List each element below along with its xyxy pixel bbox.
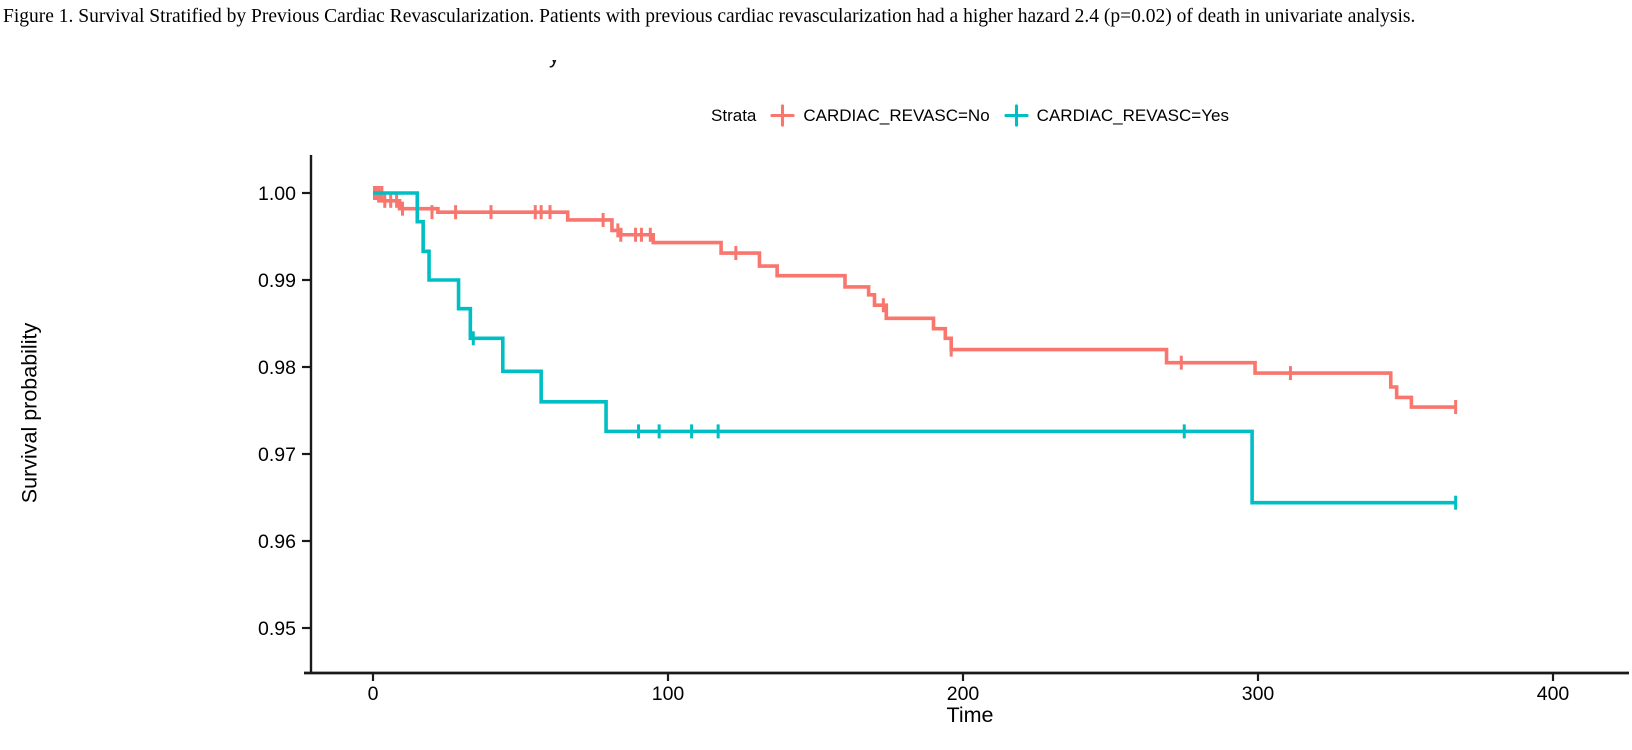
survival-step-line [373,191,1456,505]
legend-item-yes: CARDIAC_REVASC=Yes [1003,102,1229,129]
x-tick-label: 400 [1537,683,1570,705]
km-curve-CARDIAC_REVASC=Yes [373,191,1458,510]
figure-caption: Figure 1. Survival Stratified by Previou… [3,6,1416,27]
y-tick-label: 0.99 [258,270,296,292]
legend: Strata CARDIAC_REVASC=No CARDIAC_REVASC=… [311,102,1629,129]
y-tick-label: 0.97 [258,444,296,466]
x-tick-label: 0 [368,683,379,705]
x-axis-title: Time [946,703,994,727]
axes [304,155,1629,675]
cropped-title-text: y [549,60,575,69]
censor-plus-icon [770,104,796,127]
legend-title: Strata [711,105,757,125]
x-tick-label: 300 [1242,683,1275,705]
cropped-title-fragment: y [549,60,575,74]
y-tick-label: 1.00 [258,183,296,205]
y-axis-ticks: 1.00 0.99 0.98 0.97 0.96 0.95 [258,183,311,640]
y-tick-label: 0.98 [258,357,296,379]
legend-item-label-no: CARDIAC_REVASC=No [803,105,990,125]
km-curve-CARDIAC_REVASC=No [372,186,1458,415]
legend-item-label-yes: CARDIAC_REVASC=Yes [1036,105,1229,125]
x-tick-label: 100 [652,683,685,705]
x-axis-ticks: 0 100 200 300 400 [368,673,1570,705]
x-tick-label: 200 [947,683,980,705]
y-tick-label: 0.95 [258,618,296,640]
legend-item-no: CARDIAC_REVASC=No [769,102,990,129]
survival-step-line [373,191,1456,409]
y-tick-label: 0.96 [258,531,296,553]
censor-plus-icon [1004,104,1029,127]
